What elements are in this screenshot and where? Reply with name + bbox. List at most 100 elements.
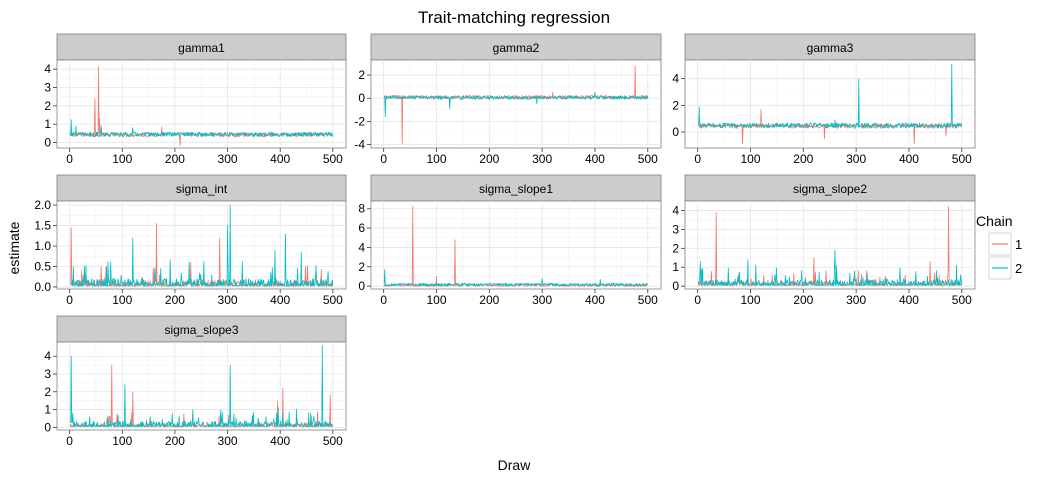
facet-strip-label: gamma3 — [807, 41, 854, 55]
x-tick-label: 200 — [793, 152, 813, 166]
facet-strip-label: sigma_int — [176, 182, 228, 196]
facet-gamma1: gamma1 0 100 200 300 400 500 0 1 2 3 4 — [44, 33, 347, 166]
x-tick-label: 100 — [426, 152, 446, 166]
x-tick-label: 200 — [165, 152, 185, 166]
x-tick-label: 200 — [165, 293, 185, 307]
y-tick-label: 0.0 — [34, 280, 51, 294]
x-axis-label: Draw — [498, 457, 532, 473]
facet-strip — [684, 174, 976, 202]
x-tick-label: 500 — [638, 152, 658, 166]
legend-label-2: 2 — [1015, 261, 1022, 276]
y-tick-label: 1 — [672, 260, 679, 274]
trace-chain-2 — [69, 345, 333, 428]
x-tick-label: 100 — [112, 293, 132, 307]
y-tick-label: 4 — [44, 62, 51, 76]
y-tick-label: 0 — [672, 279, 679, 293]
chart-title: Trait-matching regression — [418, 8, 610, 27]
facet-strip — [370, 33, 662, 61]
x-tick-label: 300 — [846, 293, 866, 307]
x-tick-label: 500 — [952, 293, 972, 307]
x-tick-label: 500 — [638, 293, 658, 307]
legend: Chain 1 2 — [976, 213, 1022, 280]
y-tick-label: 2.0 — [34, 198, 51, 212]
x-tick-label: 0 — [694, 293, 701, 307]
y-tick-label: 0 — [672, 125, 679, 139]
x-tick-label: 300 — [846, 152, 866, 166]
facet-strip — [370, 174, 662, 202]
legend-title: Chain — [976, 213, 1013, 229]
y-tick-label: 3 — [44, 367, 51, 381]
y-tick-label: 0 — [358, 91, 365, 105]
x-tick-label: 100 — [112, 434, 132, 448]
x-tick-label: 400 — [899, 293, 919, 307]
x-tick-label: 0 — [66, 434, 73, 448]
x-tick-label: 500 — [323, 293, 343, 307]
x-tick-label: 300 — [218, 293, 238, 307]
x-tick-label: 200 — [479, 152, 499, 166]
y-tick-label: 2 — [672, 98, 679, 112]
y-tick-label: 0 — [44, 420, 51, 434]
x-tick-label: 300 — [532, 293, 552, 307]
x-tick-label: 400 — [270, 293, 290, 307]
y-tick-label: 3 — [44, 81, 51, 95]
facet-strip-label: sigma_slope2 — [793, 182, 867, 196]
x-tick-label: 400 — [270, 434, 290, 448]
legend-label-1: 1 — [1015, 237, 1022, 252]
y-tick-label: 1 — [44, 117, 51, 131]
facet-strip-label: sigma_slope1 — [479, 182, 553, 196]
x-tick-label: 400 — [585, 152, 605, 166]
x-tick-label: 0 — [66, 293, 73, 307]
x-tick-label: 300 — [532, 152, 552, 166]
y-tick-label: 4 — [358, 240, 365, 254]
trace-chain-2 — [69, 119, 334, 137]
facet-strip — [56, 174, 347, 202]
y-tick-label: -4 — [354, 138, 365, 152]
y-tick-label: 6 — [358, 221, 365, 235]
facet-strip-label: sigma_slope3 — [164, 323, 238, 337]
trace-chain-2 — [383, 269, 648, 287]
x-tick-label: 100 — [426, 293, 446, 307]
x-tick-label: 200 — [479, 293, 499, 307]
y-tick-label: -2 — [354, 114, 365, 128]
y-tick-label: 0 — [358, 279, 365, 293]
x-tick-label: 300 — [218, 434, 238, 448]
facet-strip — [56, 33, 347, 61]
x-tick-label: 100 — [112, 152, 132, 166]
facet-strip-label: gamma1 — [178, 41, 225, 55]
facet-gamma2: gamma2 0 100 200 300 400 500 -4 -2 0 2 — [354, 33, 662, 166]
x-tick-label: 0 — [66, 152, 73, 166]
y-axis-label: estimate — [6, 221, 22, 274]
x-tick-label: 200 — [165, 434, 185, 448]
x-tick-label: 400 — [899, 152, 919, 166]
x-tick-label: 500 — [323, 434, 343, 448]
trace-chain-2 — [383, 92, 649, 118]
facet-sigma_int: sigma_int 0 100 200 300 400 500 0.0 0.5 1.0 1.5 2.0 — [34, 174, 347, 307]
facet-sigma_slope2: sigma_slope2 0 100 200 300 400 500 0 1 2 3 4 — [672, 174, 976, 307]
y-tick-label: 4 — [672, 72, 679, 86]
y-tick-label: 3 — [672, 222, 679, 236]
x-tick-label: 200 — [793, 293, 813, 307]
x-tick-label: 0 — [694, 152, 701, 166]
x-tick-label: 300 — [218, 152, 238, 166]
y-tick-label: 2 — [44, 385, 51, 399]
y-tick-label: 2 — [44, 99, 51, 113]
facet-strip-label: gamma2 — [493, 41, 540, 55]
facet-sigma_slope3: sigma_slope3 0 100 200 300 400 500 0 1 2 3 4 — [44, 315, 347, 448]
y-tick-label: 2 — [672, 241, 679, 255]
y-tick-label: 1.0 — [34, 239, 51, 253]
facet-gamma3: gamma3 0 100 200 300 400 500 0 2 4 — [672, 33, 976, 166]
y-tick-label: 2 — [358, 68, 365, 82]
x-tick-label: 100 — [740, 293, 760, 307]
x-tick-label: 400 — [270, 152, 290, 166]
x-tick-label: 500 — [323, 152, 343, 166]
x-tick-label: 0 — [380, 293, 387, 307]
x-tick-label: 500 — [952, 152, 972, 166]
trace-chain-2 — [697, 249, 963, 286]
y-tick-label: 4 — [44, 349, 51, 363]
y-tick-label: 0 — [44, 136, 51, 150]
y-tick-label: 0.5 — [34, 259, 51, 273]
facet-strip — [684, 33, 976, 61]
x-tick-label: 400 — [585, 293, 605, 307]
y-tick-label: 4 — [672, 203, 679, 217]
